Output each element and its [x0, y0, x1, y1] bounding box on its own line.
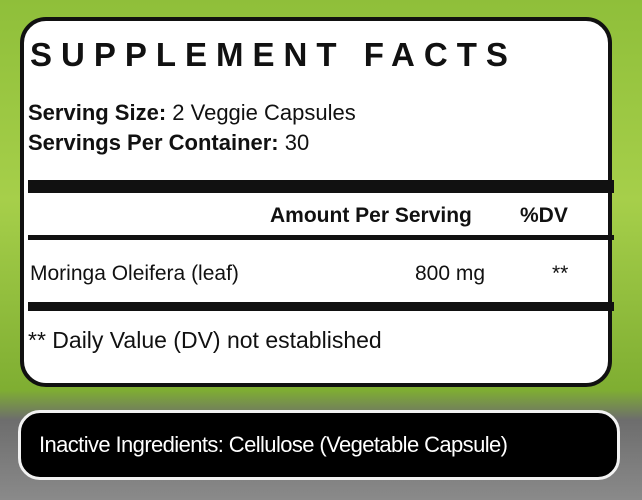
- servings-per-container-label: Servings Per Container:: [28, 130, 279, 155]
- panel-title: SUPPLEMENT FACTS: [30, 36, 517, 73]
- header-dv: %DV: [520, 204, 568, 227]
- inactive-ingredients-box: Inactive Ingredients: Cellulose (Vegetab…: [18, 410, 620, 480]
- header-divider: [28, 235, 614, 240]
- footnote: ** Daily Value (DV) not established: [28, 327, 382, 353]
- servings-per-container: Servings Per Container: 30: [28, 130, 309, 156]
- ingredient-name: Moringa Oleifera (leaf): [30, 262, 239, 285]
- supplement-facts-panel: [20, 17, 612, 387]
- serving-size-value: 2 Veggie Capsules: [172, 100, 356, 125]
- ingredient-dv: **: [552, 262, 569, 285]
- header-amount: Amount Per Serving: [270, 204, 472, 227]
- serving-size-label: Serving Size:: [28, 100, 167, 125]
- inactive-ingredients: Inactive Ingredients: Cellulose (Vegetab…: [39, 432, 508, 457]
- serving-size: Serving Size: 2 Veggie Capsules: [28, 100, 356, 126]
- bottom-divider: [28, 302, 614, 311]
- servings-per-container-value: 30: [284, 130, 310, 155]
- ingredient-amount: 800 mg: [415, 262, 486, 285]
- thick-divider: [28, 180, 614, 193]
